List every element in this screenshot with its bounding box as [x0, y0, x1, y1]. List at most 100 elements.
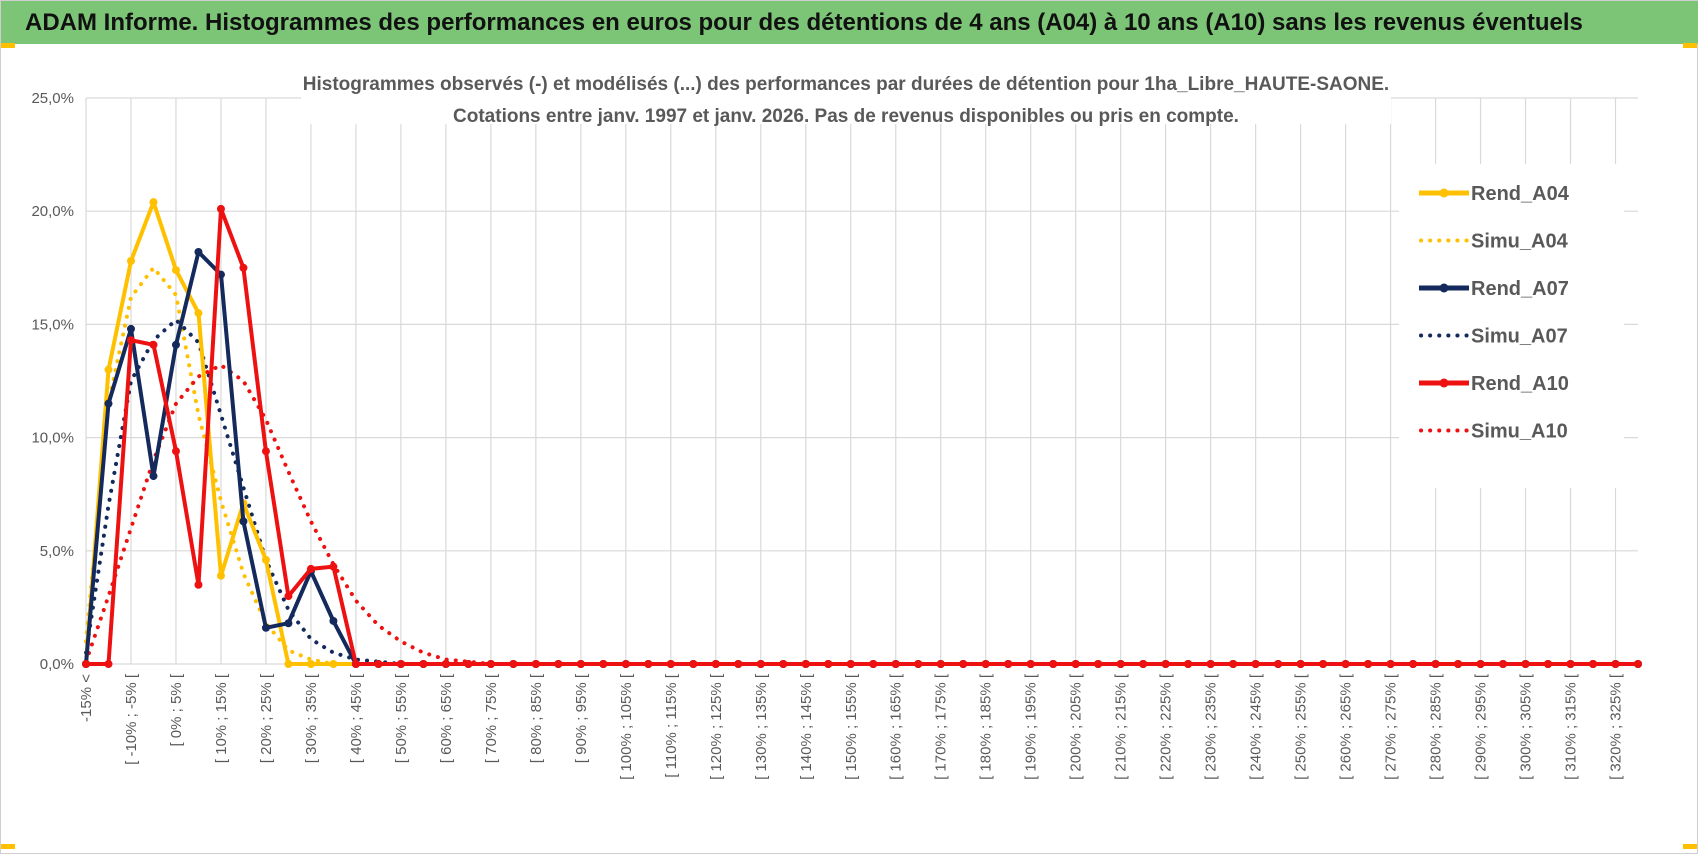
data-point [1341, 660, 1350, 668]
data-point [1634, 660, 1642, 668]
x-tick-label: [ 240% ; 245% [ [1248, 673, 1265, 780]
legend-label: Rend_A04 [1471, 183, 1570, 205]
data-point [171, 340, 180, 349]
chart-subtitle: Cotations entre janv. 1997 et janv. 2026… [453, 106, 1239, 127]
x-tick-label: [ 280% ; 285% [ [1428, 673, 1445, 780]
data-point [261, 555, 270, 564]
data-point [509, 660, 518, 668]
x-tick-label: [ 110% ; 115% [ [663, 673, 680, 778]
y-axis-ticks: 0,0% 5,0% 10,0% 15,0% 20,0% 25,0% [31, 90, 74, 673]
corner-mark-top-right [1683, 43, 1697, 48]
data-point [1274, 660, 1283, 668]
data-point [1454, 660, 1463, 668]
data-point [239, 517, 248, 526]
data-point [1589, 660, 1598, 668]
x-tick-label: [ 230% ; 235% [ [1203, 673, 1220, 780]
legend-background [1399, 164, 1624, 488]
x-tick-label: [ 210% ; 215% [ [1113, 673, 1130, 780]
data-point [1161, 660, 1170, 668]
x-tick-label: [ 50% ; 55% [ [393, 673, 410, 763]
legend-label: Rend_A10 [1471, 373, 1569, 395]
data-point [711, 660, 720, 668]
x-tick-label: [ 60% ; 65% [ [438, 673, 455, 763]
data-point [1139, 660, 1148, 668]
data-point [171, 266, 180, 275]
x-tick-label: [ 160% ; 165% [ [888, 673, 905, 780]
corner-mark-top-left [1, 43, 15, 48]
data-point [621, 660, 630, 668]
data-point [1071, 660, 1080, 668]
y-tick-label: 0,0% [40, 656, 74, 673]
x-tick-label: [ 30% ; 35% [ [303, 673, 320, 763]
x-tick-label: [ 170% ; 175% [ [933, 673, 950, 780]
legend-label: Simu_A10 [1471, 421, 1568, 443]
x-tick-label: [ 120% ; 125% [ [708, 673, 725, 780]
title-layer: Histogrammes observés (-) et modélisés (… [301, 62, 1391, 127]
data-point [171, 447, 180, 456]
data-point [329, 616, 338, 625]
histogram-chart: Histogrammes observés (-) et modélisés (… [31, 62, 1642, 780]
data-point [531, 660, 540, 668]
x-tick-label: [ 290% ; 295% [ [1473, 673, 1490, 780]
data-point [779, 660, 788, 668]
x-tick-label: [ 270% ; 275% [ [1383, 673, 1400, 780]
x-tick-label: [ 70% ; 75% [ [483, 673, 500, 763]
x-tick-label: [ 310% ; 315% [ [1563, 673, 1580, 780]
data-point [216, 571, 225, 580]
x-tick-label: [ 80% ; 85% [ [528, 673, 545, 763]
series-Rend_A10 [82, 204, 1642, 668]
data-point [1544, 660, 1553, 668]
legend-marker [1439, 188, 1449, 198]
data-point [261, 623, 270, 632]
data-point [1521, 660, 1530, 668]
data-point [306, 660, 315, 668]
data-point [1094, 660, 1103, 668]
report-banner: ADAM Informe. Histogrammes des performan… [1, 1, 1698, 44]
data-point [576, 660, 585, 668]
chart-title: Histogrammes observés (-) et modélisés (… [303, 74, 1389, 95]
banner-title: ADAM Informe. Histogrammes des performan… [25, 9, 1583, 36]
data-point [284, 619, 293, 628]
data-point [1476, 660, 1485, 668]
x-tick-label: [ 190% ; 195% [ [1023, 673, 1040, 780]
legend-label: Rend_A07 [1471, 278, 1569, 300]
data-point [1386, 660, 1395, 668]
series-line [86, 206, 1638, 666]
x-tick-label: -15% < [78, 674, 95, 722]
legend-label: Simu_A04 [1471, 231, 1569, 253]
legend-item: Simu_A07 [1419, 326, 1568, 348]
y-tick-label: 10,0% [31, 430, 74, 447]
x-tick-label: [ 320% ; 325% [ [1608, 673, 1625, 780]
data-point [126, 336, 135, 345]
data-point [644, 660, 653, 668]
data-point [1364, 660, 1373, 668]
x-tick-label: [ 140% ; 145% [ [798, 673, 815, 780]
data-point [126, 324, 135, 333]
data-point [464, 660, 473, 668]
x-tick-label: [ 100% ; 105% [ [618, 673, 635, 780]
data-point [801, 660, 810, 668]
data-point [194, 580, 203, 589]
data-point [756, 660, 765, 668]
x-tick-label: [ 20% ; 25% [ [258, 673, 275, 763]
data-point [1184, 660, 1193, 668]
data-point [1251, 660, 1260, 668]
y-tick-label: 25,0% [31, 90, 74, 107]
legend-marker [1439, 283, 1449, 293]
x-tick-label: [ 300% ; 305% [ [1518, 673, 1535, 780]
data-point [734, 660, 743, 668]
data-point [959, 660, 968, 668]
data-point [1004, 660, 1013, 668]
legend-item: Simu_A04 [1419, 231, 1569, 253]
data-point [1229, 660, 1238, 668]
data-point [104, 399, 113, 408]
data-point [936, 660, 945, 668]
x-tick-label: [ 150% ; 155% [ [843, 673, 860, 780]
x-tick-label: [ 200% ; 205% [ [1068, 673, 1085, 780]
data-point [1409, 660, 1418, 668]
data-point [486, 660, 495, 668]
data-point [1026, 660, 1035, 668]
data-point [824, 660, 833, 668]
data-point [891, 660, 900, 668]
data-point [374, 660, 383, 668]
